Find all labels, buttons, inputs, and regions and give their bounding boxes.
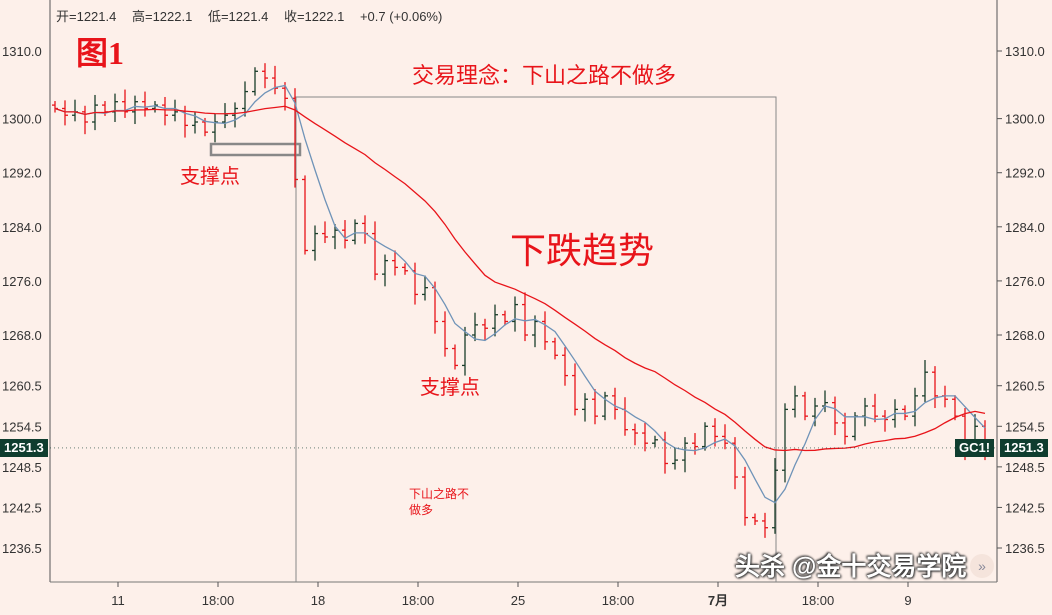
moving-average-20 bbox=[54, 105, 986, 452]
y-tick-label-left: 1242.5 bbox=[2, 500, 42, 515]
y-tick-label-left: 1300.0 bbox=[2, 112, 42, 127]
x-tick-label: 7月 bbox=[708, 593, 728, 608]
y-tick-label-right: 1248.5 bbox=[1005, 460, 1045, 475]
trend-annotation: 下跌趋势 bbox=[510, 230, 655, 271]
y-tick-label-right: 1284.0 bbox=[1005, 220, 1045, 235]
low-value: 低=1221.4 bbox=[207, 9, 269, 24]
support-annotation-2: 支撑点 bbox=[420, 377, 480, 399]
high-value: 高=1222.1 bbox=[131, 9, 193, 24]
note-line-1: 下山之路不 bbox=[409, 487, 470, 501]
x-tick-label: 18 bbox=[311, 593, 325, 608]
y-tick-label-left: 1310.0 bbox=[2, 44, 42, 59]
y-tick-label-right: 1254.5 bbox=[1005, 419, 1045, 434]
x-tick-label: 25 bbox=[511, 593, 525, 608]
philosophy-annotation: 交易理念：下山之路不做多 bbox=[412, 63, 677, 88]
y-tick-label-right: 1268.0 bbox=[1005, 328, 1045, 343]
moving-average-5 bbox=[54, 84, 986, 504]
x-tick-label: 18:00 bbox=[202, 593, 235, 608]
note-annotation: 下山之路不 做多 bbox=[409, 486, 469, 518]
y-tick-label-left: 1284.0 bbox=[2, 220, 42, 235]
y-tick-label-right: 1276.0 bbox=[1005, 274, 1045, 289]
y-tick-label-right: 1260.5 bbox=[1005, 379, 1045, 394]
figure-label: 图1 bbox=[76, 35, 125, 71]
symbol-badge: GC1! bbox=[955, 439, 995, 457]
y-tick-label-left: 1292.0 bbox=[2, 166, 42, 181]
close-value: 收=1222.1 bbox=[283, 9, 345, 24]
scroll-to-latest-button[interactable] bbox=[970, 554, 994, 578]
x-tick-label: 18:00 bbox=[802, 593, 835, 608]
y-tick-label-left: 1236.5 bbox=[2, 541, 42, 556]
y-tick-label-left: 1248.5 bbox=[2, 460, 42, 475]
note-line-2: 做多 bbox=[409, 503, 434, 517]
y-tick-label-right: 1236.5 bbox=[1005, 541, 1045, 556]
last-price-badge-right: 1251.3 bbox=[1000, 439, 1048, 457]
trend-box bbox=[295, 96, 777, 582]
last-price-badge-left: 1251.3 bbox=[0, 439, 48, 457]
y-tick-label-left: 1268.0 bbox=[2, 328, 42, 343]
y-tick-label-left: 1276.0 bbox=[2, 274, 42, 289]
x-tick-label: 18:00 bbox=[402, 593, 435, 608]
y-tick-label-left: 1260.5 bbox=[2, 379, 42, 394]
support-box bbox=[209, 142, 302, 157]
watermark: 头杀 @金十交易学院 bbox=[735, 553, 967, 581]
y-tick-label-left: 1254.5 bbox=[2, 419, 42, 434]
open-value: 开=1221.4 bbox=[56, 9, 117, 24]
change-value: +0.7 (+0.06%) bbox=[359, 9, 443, 24]
support-annotation-1: 支撑点 bbox=[180, 166, 240, 188]
y-tick-label-right: 1310.0 bbox=[1005, 44, 1045, 59]
x-tick-label: 11 bbox=[111, 593, 125, 608]
y-tick-label-right: 1292.0 bbox=[1005, 166, 1045, 181]
double-chevron-right-icon: » bbox=[978, 558, 986, 574]
y-tick-label-right: 1300.0 bbox=[1005, 112, 1045, 127]
x-tick-label: 18:00 bbox=[602, 593, 635, 608]
x-tick-label: 9 bbox=[904, 593, 911, 608]
y-tick-label-right: 1242.5 bbox=[1005, 500, 1045, 515]
ohlc-readout: 开=1221.4 高=1222.1 低=1221.4 收=1222.1 +0.7… bbox=[56, 6, 454, 25]
